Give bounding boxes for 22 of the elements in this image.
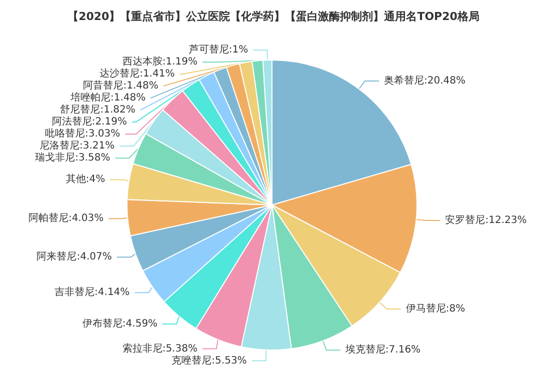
slice-label: 达沙替尼:1.41% bbox=[100, 68, 175, 80]
slice-label: 阿帕替尼:4.03% bbox=[28, 212, 104, 224]
slice-label: 尼洛替尼:3.21% bbox=[39, 140, 115, 152]
slice-label: 阿昔替尼:1.48% bbox=[83, 80, 158, 92]
slice-label: 培唑帕尼:1.48% bbox=[69, 92, 146, 104]
slice-label: 安罗替尼:12.23% bbox=[445, 214, 527, 226]
slice-label: 伊马替尼:8% bbox=[406, 302, 466, 315]
slice-label: 克唑替尼:5.53% bbox=[172, 354, 247, 366]
slice-label: 伊布替尼:4.59% bbox=[82, 317, 158, 330]
slice-label: 舒尼替尼:1.82% bbox=[60, 104, 136, 116]
slice-label: 吡咯替尼:3.03% bbox=[44, 128, 120, 140]
slice-label: 奥希替尼:20.48% bbox=[384, 74, 466, 86]
slice-label: 芦可替尼:1% bbox=[188, 44, 248, 56]
slice-label: 西达本胺:1.19% bbox=[122, 56, 198, 68]
slice-label: 瑞戈非尼:3.58% bbox=[35, 152, 110, 164]
slice-label: 吉非替尼:4.14% bbox=[54, 286, 130, 298]
slice-label: 阿来替尼:4.07% bbox=[36, 250, 112, 263]
slice-label: 其他:4% bbox=[66, 173, 106, 186]
slice-label: 索拉非尼:5.38% bbox=[122, 342, 198, 354]
slice-label: 埃克替尼:7.16% bbox=[344, 344, 421, 356]
slice-label: 阿法替尼:2.19% bbox=[52, 116, 127, 128]
chart-title: 【2020】【重点省市】公立医院【化学药】【蛋白激酶抑制剂】通用名TOP20格局 bbox=[68, 10, 480, 23]
